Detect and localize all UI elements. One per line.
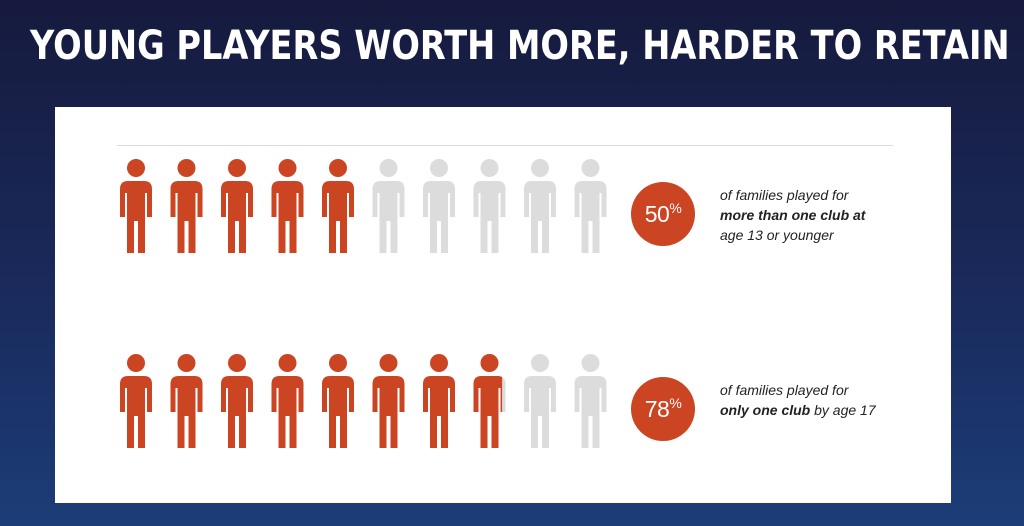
person-icon [170, 159, 203, 253]
stat-row-2: 78% of families played for only one club … [55, 352, 951, 462]
emphasis-text: only one club [720, 402, 811, 418]
person-icon [271, 354, 304, 448]
percent-sign: % [669, 395, 682, 411]
emphasis-text: more than one club at [720, 207, 866, 223]
percent-sign: % [669, 200, 682, 216]
pictogram-row-2 [120, 354, 607, 448]
person-icon [574, 354, 607, 448]
description-line: only one club by age 17 [720, 400, 930, 420]
pictogram-row-1 [120, 159, 607, 253]
person-icon [170, 354, 203, 448]
description-line: more than one club at [720, 205, 930, 225]
description-text: age 13 or younger [720, 227, 834, 243]
stat-row-1: 50% of families played for more than one … [55, 157, 951, 267]
person-icon [423, 354, 455, 448]
description-line: of families played for [720, 380, 930, 400]
person-icon [473, 159, 506, 253]
person-icon [271, 159, 304, 253]
stat-description-1: of families played for more than one club… [720, 185, 930, 245]
person-icon [120, 354, 152, 448]
description-line: of families played for [720, 185, 930, 205]
description-text: by age 17 [810, 402, 876, 418]
stat-description-2: of families played for only one club by a… [720, 380, 930, 420]
person-icon [423, 159, 455, 253]
person-icon [524, 159, 556, 253]
percent-value: 50 [644, 200, 670, 227]
percent-circle-1: 50% [631, 182, 695, 246]
description-text: of families played for [720, 187, 849, 203]
person-icon [322, 354, 354, 448]
person-icon [473, 354, 506, 448]
person-icon [120, 159, 152, 253]
person-icon [524, 354, 556, 448]
person-icon [322, 159, 354, 253]
description-text: of families played for [720, 382, 849, 398]
divider-line [117, 145, 893, 146]
percent-value: 78 [644, 395, 670, 422]
person-icon [372, 354, 405, 448]
person-icon [372, 159, 405, 253]
description-line: age 13 or younger [720, 225, 930, 245]
person-icon [221, 354, 253, 448]
slide-title: YOUNG PLAYERS WORTH MORE, HARDER TO RETA… [30, 23, 1010, 69]
percent-circle-2: 78% [631, 377, 695, 441]
person-icon [574, 159, 607, 253]
person-icon [221, 159, 253, 253]
infographic-card: 50% of families played for more than one … [55, 107, 951, 503]
